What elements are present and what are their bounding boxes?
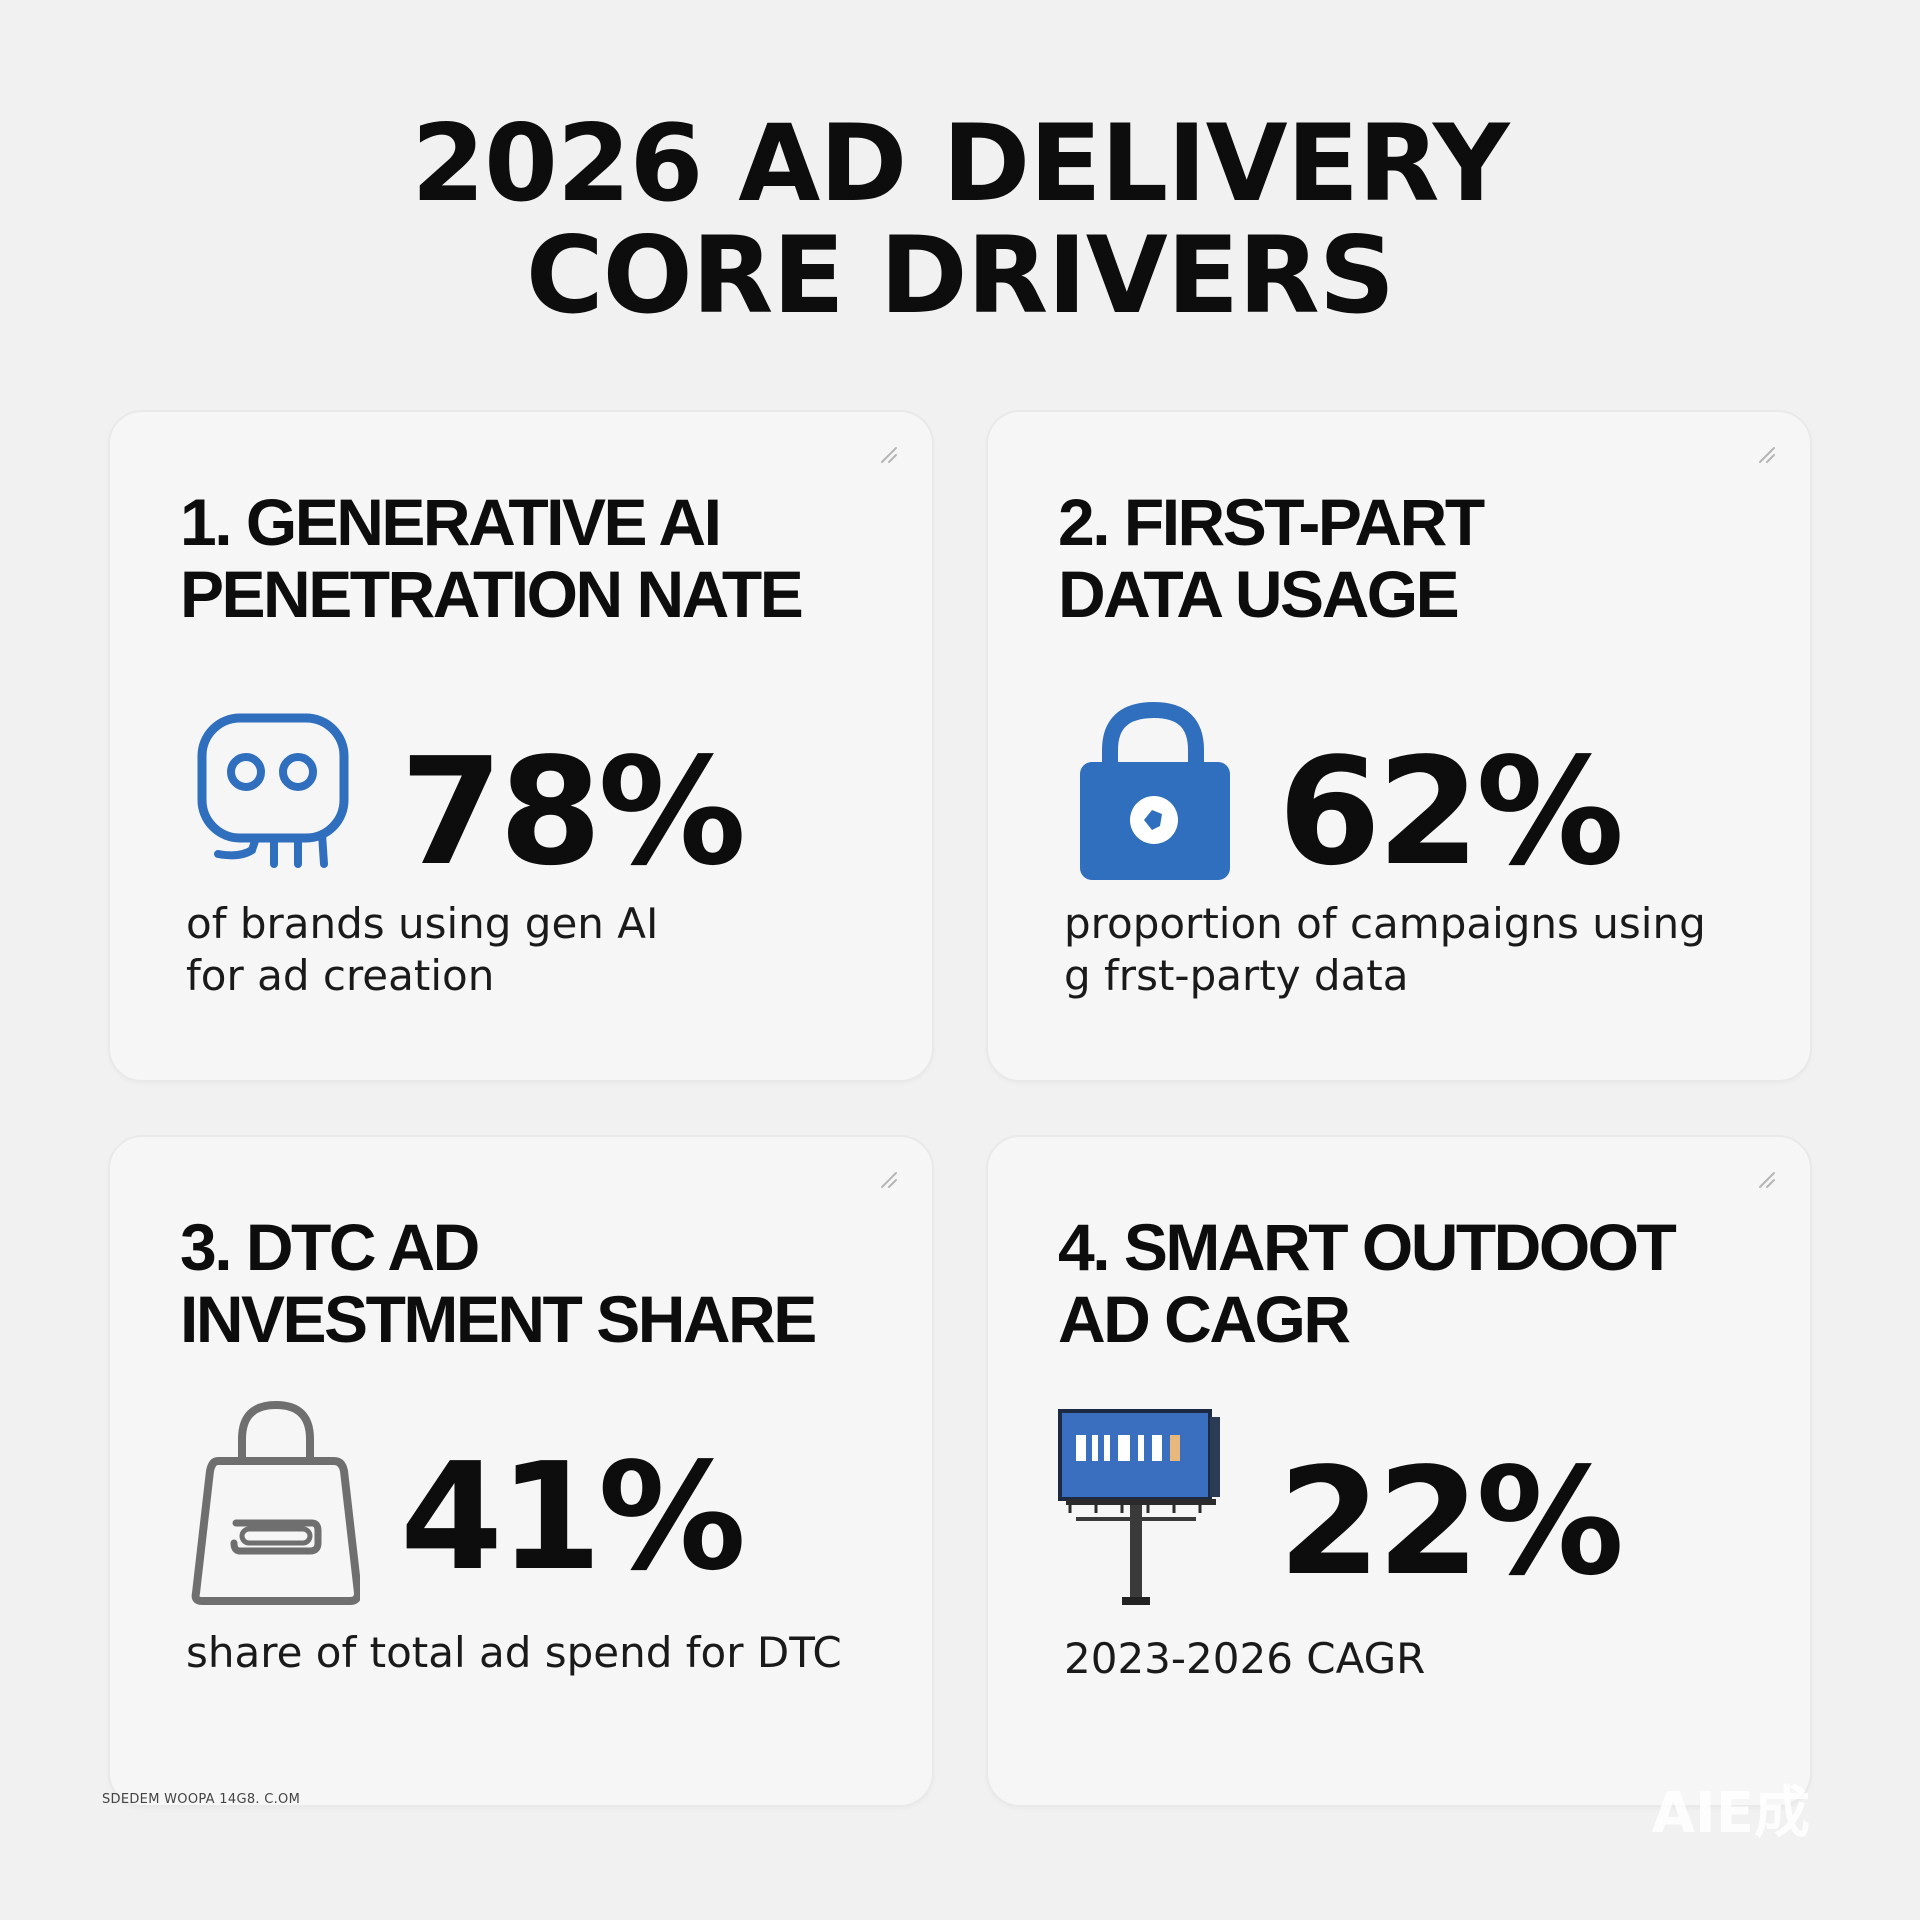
stat-value: 41% [400, 1431, 746, 1603]
resize-icon [1759, 1172, 1775, 1188]
card-title-line-1: 2. FIRST-PART [1058, 485, 1485, 559]
resize-icon [881, 1172, 897, 1188]
stat-description-line-1: 2023-2026 CAGR [1064, 1634, 1426, 1683]
stat-description-line-1: proportion of campaigns using [1064, 899, 1706, 948]
card-title-line-2: AD CAGR [1058, 1282, 1351, 1356]
card-first-party-data: 2. FIRST-PART DATA USAGE 62% proportion … [986, 410, 1812, 1082]
card-title: 2. FIRST-PART DATA USAGE [1058, 486, 1788, 630]
card-generative-ai: 1. GENERATIVE AI PENETRATION NATE 78% of… [108, 410, 934, 1082]
stat-value: 78% [400, 726, 746, 898]
page-title: 2026 AD DELIVERY CORE DRIVERS [0, 108, 1920, 332]
card-smart-outdoor: 4. SMART OUTDOOT AD CAGR 22% 2023-2026 C… [986, 1135, 1812, 1807]
stat-value: 62% [1278, 726, 1624, 898]
card-title: 4. SMART OUTDOOT AD CAGR [1058, 1211, 1788, 1355]
resize-icon [1759, 447, 1775, 463]
stat-description-line-1: of brands using gen AI [186, 899, 659, 948]
resize-icon [881, 447, 897, 463]
stat-description-line-2: for ad creation [186, 951, 495, 1000]
card-title: 3. DTC AD INVESTMENT SHARE [180, 1211, 910, 1355]
card-title-line-2: DATA USAGE [1058, 557, 1460, 631]
card-title-line-2: INVESTMENT SHARE [180, 1282, 817, 1356]
lock-icon [1080, 702, 1230, 880]
card-title: 1. GENERATIVE AI PENETRATION NATE [180, 486, 910, 630]
stat-description: share of total ad spend for DTC [186, 1627, 906, 1679]
billboard-icon [1058, 1409, 1220, 1605]
card-title-line-1: 4. SMART OUTDOOT [1058, 1210, 1677, 1284]
stat-description-line-1: share of total ad spend for DTC [186, 1628, 842, 1677]
footer-source: SDEDEM WOOPA 14G8. C.OM [102, 1792, 301, 1807]
stat-description-line-2: g frst-party data [1064, 951, 1409, 1000]
robot-icon [197, 713, 349, 868]
watermark: AIE成 [1651, 1781, 1810, 1846]
page-title-line-2: CORE DRIVERS [525, 214, 1395, 337]
stat-description: proportion of campaigns using g frst-par… [1064, 898, 1784, 1002]
stat-value: 22% [1278, 1436, 1624, 1608]
shopping-bag-icon [191, 1400, 360, 1605]
stat-description: of brands using gen AI for ad creation [186, 898, 906, 1002]
card-title-line-2: PENETRATION NATE [180, 557, 804, 631]
page-title-line-1: 2026 AD DELIVERY [411, 102, 1509, 225]
card-title-line-1: 1. GENERATIVE AI [180, 485, 722, 559]
stat-description: 2023-2026 CAGR [1064, 1633, 1784, 1685]
card-title-line-1: 3. DTC AD [180, 1210, 480, 1284]
card-dtc-ad: 3. DTC AD INVESTMENT SHARE 41% share of … [108, 1135, 934, 1807]
